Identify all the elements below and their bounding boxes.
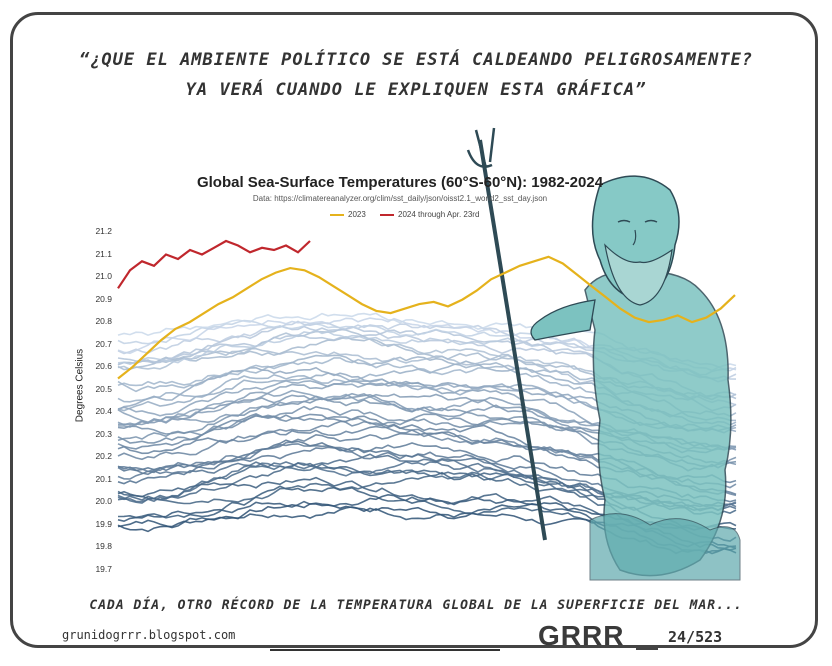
- legend-label-2024: 2024 through Apr. 23rd: [398, 210, 480, 219]
- y-tick-label: 20.0: [95, 496, 112, 507]
- y-tick-label: 20.8: [95, 316, 112, 327]
- trident-shaft: [478, 139, 547, 541]
- blog-url: grunidogrrr.blogspot.com: [62, 628, 236, 642]
- y-tick-label: 20.1: [95, 473, 112, 484]
- poseidon-beard: [604, 243, 673, 306]
- y-tick-label: 21.1: [95, 248, 112, 259]
- series-line-2023: [117, 255, 736, 380]
- legend-item-2023: 2023: [330, 210, 366, 219]
- chart-source: Data: https://climatereanalyzer.org/clim…: [252, 194, 548, 203]
- strip-number: 24/523: [668, 628, 723, 646]
- legend-swatch-2023: [330, 213, 344, 216]
- trident-head: [466, 127, 496, 169]
- poseidon-waves: [589, 513, 741, 581]
- bottom-rule: [270, 649, 500, 651]
- y-tick-label: 20.9: [95, 293, 112, 304]
- legend-label-2023: 2023: [348, 210, 366, 219]
- top-quote-line-1: “¿QUE EL AMBIENTE POLÍTICO SE ESTÁ CALDE…: [78, 50, 754, 70]
- legend-item-2024: 2024 through Apr. 23rd: [380, 210, 479, 219]
- bottom-caption: CADA DÍA, OTRO RÉCORD DE LA TEMPERATURA …: [89, 598, 743, 613]
- signature-underline: [636, 648, 658, 650]
- poseidon-nose: [632, 229, 637, 246]
- legend-swatch-2024: [380, 213, 394, 216]
- y-tick-label: 20.2: [95, 451, 112, 462]
- y-tick-label: 21.2: [95, 226, 112, 236]
- series-line-2024: [117, 239, 311, 289]
- y-tick-label: 21.0: [95, 271, 112, 282]
- artist-signature: GRRR: [538, 620, 625, 651]
- poseidon-illustration: [466, 127, 741, 581]
- y-tick-label: 19.9: [95, 518, 112, 529]
- y-tick-label: 20.6: [95, 361, 112, 372]
- poseidon-arm: [530, 299, 596, 341]
- top-quote-line-2: YA VERÁ CUANDO LE EXPLIQUEN ESTA GRÁFICA…: [185, 80, 647, 100]
- y-tick-label: 20.5: [95, 383, 112, 394]
- y-tick-label: 20.7: [95, 338, 112, 349]
- poseidon-eyes: [617, 219, 658, 223]
- y-tick-label: 19.8: [95, 541, 112, 552]
- y-tick-label: 20.4: [95, 406, 112, 417]
- y-tick-label: 20.3: [95, 428, 112, 439]
- y-tick-label: 19.7: [95, 564, 112, 574]
- chart-title: Global Sea-Surface Temperatures (60°S-60…: [196, 174, 604, 191]
